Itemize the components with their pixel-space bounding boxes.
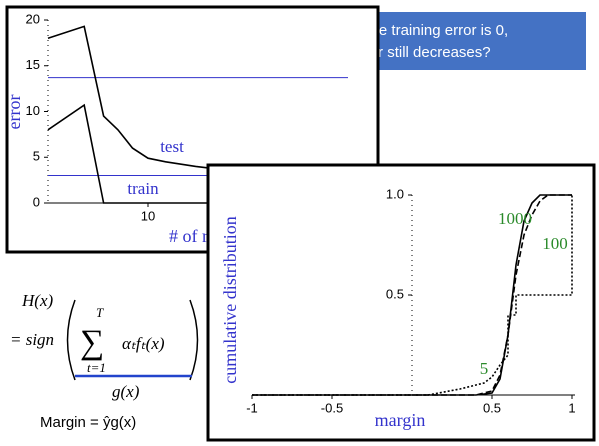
series-line [252, 194, 572, 396]
formula-text: = sign [10, 330, 54, 349]
y-tick-label: 0.5 [386, 286, 404, 301]
formula-text: Margin = ŷg(x) [40, 414, 136, 431]
chart-panel: 0.5 1.0 -1 -0.5 0.5 1 5 100 1000 cumulative distr… [206, 163, 596, 442]
y-tick-label: 0 [33, 194, 40, 209]
x-tick-label: -0.5 [321, 400, 343, 415]
paren [66, 299, 76, 381]
y-tick-label: 1.0 [386, 186, 404, 201]
y-tick-label: 10 [26, 103, 40, 118]
y-axis-label: cumulative distribution [220, 216, 240, 383]
formula-text: H(x) [21, 291, 53, 310]
series-label: 100 [542, 234, 568, 253]
series-label: test [160, 137, 184, 156]
formula-text: αₜfₜ(x) [122, 334, 165, 353]
sum-sign: ∑ [80, 324, 104, 361]
formula-text: t=1 [87, 360, 106, 375]
x-tick-label: 1 [568, 400, 575, 415]
y-tick-label: 20 [26, 11, 40, 26]
x-tick-label: -1 [246, 400, 258, 415]
y-tick-label: 15 [26, 57, 40, 72]
paren [189, 299, 199, 381]
formula-text: g(x) [112, 382, 140, 401]
y-axis-label: error [4, 95, 24, 130]
series-label: train [127, 179, 159, 198]
series-label: 5 [480, 359, 489, 378]
y-tick-label: 5 [33, 149, 40, 164]
formula: H(x) = sign ∑ T t=1 αₜfₜ(x) g(x) Margin … [10, 291, 199, 431]
series-line [252, 194, 572, 396]
x-axis-label: margin [375, 410, 426, 430]
panel-frame [206, 163, 596, 442]
formula-text: T [96, 305, 104, 320]
x-tick-label: 0.5 [483, 400, 501, 415]
x-tick-label: 10 [141, 208, 155, 223]
series-label: 1000 [498, 209, 532, 228]
